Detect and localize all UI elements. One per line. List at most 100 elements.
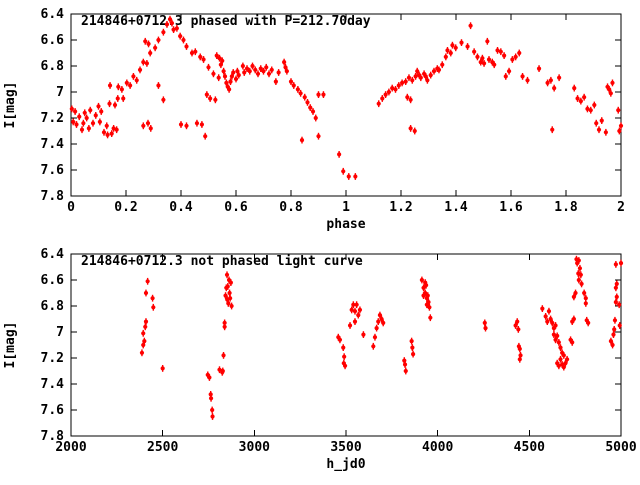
data-point — [402, 358, 407, 363]
data-point — [374, 326, 379, 331]
chart-title: 214846+0712.3 not phased light curve — [81, 254, 363, 269]
data-point — [284, 69, 289, 74]
data-point — [613, 300, 618, 305]
data-point — [540, 306, 545, 311]
data-point — [406, 75, 412, 80]
data-point — [516, 327, 521, 332]
data-point — [299, 138, 305, 143]
data-point — [445, 48, 450, 53]
data-point — [114, 127, 119, 132]
phased-light-curve-chart: 0 0.2 0.4 0.6 0.8 1 1.2 1.4 1.6 1.8 2 6.4 6.6 6.8 7 7.2… — [0, 0, 640, 240]
data-point — [221, 69, 226, 74]
data-point — [174, 26, 179, 31]
data-point — [210, 407, 215, 413]
data-point — [381, 320, 386, 325]
data-point — [109, 131, 114, 136]
data-point — [107, 101, 112, 106]
data-point — [582, 95, 587, 100]
data-point — [558, 345, 563, 350]
data-point — [506, 69, 512, 74]
data-point — [222, 74, 228, 79]
data-point — [396, 83, 401, 88]
data-point — [570, 340, 575, 345]
data-point — [546, 309, 552, 314]
data-point — [425, 78, 430, 83]
data-point — [116, 84, 121, 89]
data-point — [585, 106, 590, 111]
data-point — [428, 315, 433, 320]
data-point — [261, 69, 266, 74]
data-point — [321, 92, 326, 97]
data-point — [247, 69, 252, 74]
data-point — [485, 39, 490, 44]
data-point — [295, 87, 300, 92]
x-tick-label: 3000 — [239, 440, 270, 455]
data-point — [144, 61, 149, 66]
data-point — [71, 119, 76, 124]
data-point — [618, 261, 624, 266]
data-point — [141, 60, 146, 65]
data-point — [393, 87, 398, 92]
data-point — [346, 174, 351, 179]
data-point — [217, 367, 222, 372]
data-point — [134, 78, 139, 83]
data-point — [536, 66, 542, 71]
data-point — [498, 49, 503, 54]
data-point — [161, 97, 166, 102]
y-tick-label: 6.8 — [41, 299, 65, 314]
data-point — [419, 277, 424, 283]
data-point — [153, 45, 158, 50]
data-point — [403, 79, 408, 84]
data-point — [161, 30, 166, 35]
data-point — [184, 44, 189, 49]
y-tick-label: 7.8 — [41, 429, 65, 444]
data-point — [107, 83, 113, 88]
y-tick-label: 7.6 — [41, 403, 65, 418]
y-tick-label: 7.2 — [41, 351, 64, 366]
data-point — [376, 319, 381, 324]
data-point — [518, 353, 523, 358]
data-point — [483, 326, 488, 331]
data-point — [558, 357, 563, 362]
data-point — [228, 280, 233, 285]
data-point — [226, 301, 231, 306]
data-point — [139, 350, 145, 355]
data-point — [482, 320, 487, 325]
data-point — [229, 303, 234, 309]
data-point — [436, 67, 442, 72]
data-point — [210, 414, 215, 419]
data-point — [495, 48, 500, 53]
x-tick-label: 0.6 — [224, 200, 248, 215]
data-point — [405, 95, 410, 100]
data-point — [550, 127, 555, 132]
data-point — [553, 323, 558, 328]
data-point — [337, 152, 342, 157]
y-tick-label: 7 — [56, 85, 64, 100]
y-tick-label: 6.8 — [41, 59, 65, 74]
data-point — [79, 127, 85, 132]
x-tick-label: 1.4 — [444, 200, 468, 215]
data-point — [413, 74, 418, 79]
phased-light-curve-svg: 0 0.2 0.4 0.6 0.8 1 1.2 1.4 1.6 1.8 2 6.4 6.6 6.8 7 7.2… — [3, 7, 625, 232]
data-point — [410, 78, 415, 83]
data-point — [101, 130, 107, 135]
data-point — [233, 76, 239, 82]
data-point — [216, 75, 221, 80]
data-point — [131, 74, 136, 79]
data-point — [228, 79, 233, 84]
data-point — [599, 118, 604, 123]
data-point — [459, 40, 464, 45]
data-point — [160, 366, 165, 371]
data-point — [207, 375, 212, 380]
data-point — [425, 293, 430, 298]
data-point — [515, 319, 520, 324]
data-point — [221, 353, 226, 358]
data-point — [143, 319, 149, 324]
data-point — [128, 83, 133, 88]
data-point — [88, 108, 93, 113]
data-point — [614, 281, 619, 286]
data-point — [517, 346, 522, 351]
data-point — [354, 302, 359, 307]
data-point — [151, 305, 156, 310]
data-point — [141, 331, 146, 336]
